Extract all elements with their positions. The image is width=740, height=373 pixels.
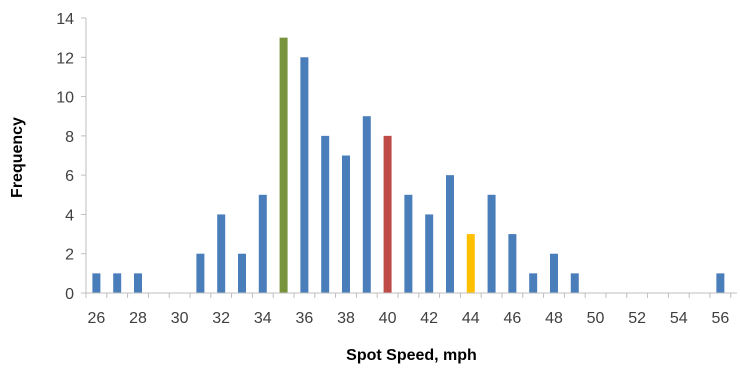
x-tick-label: 54 bbox=[670, 310, 688, 327]
bar-speed-38 bbox=[341, 155, 350, 293]
bar-speed-28 bbox=[133, 273, 142, 293]
x-tick-label: 28 bbox=[129, 310, 147, 327]
x-axis-title: Spot Speed, mph bbox=[346, 347, 477, 364]
bar-speed-49 bbox=[570, 273, 579, 293]
y-tick-label: 12 bbox=[56, 50, 74, 67]
bar-speed-33 bbox=[237, 253, 246, 293]
x-tick-label: 34 bbox=[254, 310, 272, 327]
bar-speed-27 bbox=[113, 273, 122, 293]
bar-speed-42 bbox=[425, 214, 434, 293]
x-tick-label: 48 bbox=[545, 310, 563, 327]
bar-speed-39 bbox=[362, 116, 371, 293]
x-tick-label: 40 bbox=[379, 310, 397, 327]
y-tick-label: 4 bbox=[65, 207, 74, 224]
y-axis-title: Frequency bbox=[9, 117, 26, 198]
x-tick-label: 42 bbox=[420, 310, 438, 327]
y-tick-label: 14 bbox=[56, 11, 74, 28]
bar-speed-48 bbox=[549, 253, 558, 293]
bar-speed-31 bbox=[196, 253, 205, 293]
bar-speed-44 bbox=[466, 234, 475, 293]
x-tick-label: 46 bbox=[503, 310, 521, 327]
y-tick-label: 8 bbox=[65, 129, 74, 146]
bar-speed-34 bbox=[258, 194, 267, 293]
x-tick-label: 36 bbox=[295, 310, 313, 327]
bar-speed-46 bbox=[508, 234, 517, 293]
bar-speed-47 bbox=[529, 273, 538, 293]
x-tick-label: 30 bbox=[171, 310, 189, 327]
bar-speed-40 bbox=[383, 135, 392, 293]
y-tick-label: 2 bbox=[65, 247, 74, 264]
x-tick-label: 44 bbox=[462, 310, 480, 327]
x-axis-ticks: 26 28 30 32 34 36 38 40 42 44 46 48 50 52 54 56 bbox=[85, 293, 732, 327]
bar-speed-26 bbox=[92, 273, 101, 293]
y-tick-label: 6 bbox=[65, 168, 74, 185]
x-tick-label: 50 bbox=[587, 310, 605, 327]
y-tick-label: 10 bbox=[56, 90, 74, 107]
bar-speed-36 bbox=[300, 57, 309, 294]
bar-speed-32 bbox=[217, 214, 226, 293]
bar-speed-41 bbox=[404, 194, 413, 293]
x-tick-label: 32 bbox=[212, 310, 230, 327]
bar-speed-43 bbox=[445, 175, 454, 293]
bar-speed-35 bbox=[279, 37, 288, 294]
x-tick-label: 56 bbox=[711, 310, 729, 327]
x-tick-label: 26 bbox=[88, 310, 106, 327]
bar-speed-45 bbox=[487, 194, 496, 293]
bar-speed-56 bbox=[716, 273, 725, 293]
bar-speed-37 bbox=[321, 135, 330, 293]
x-tick-label: 52 bbox=[628, 310, 646, 327]
x-tick-label: 38 bbox=[337, 310, 355, 327]
bars-group bbox=[92, 37, 725, 294]
y-axis-ticks: 0 2 4 6 8 10 12 14 bbox=[56, 11, 86, 303]
y-tick-label: 0 bbox=[65, 286, 74, 303]
